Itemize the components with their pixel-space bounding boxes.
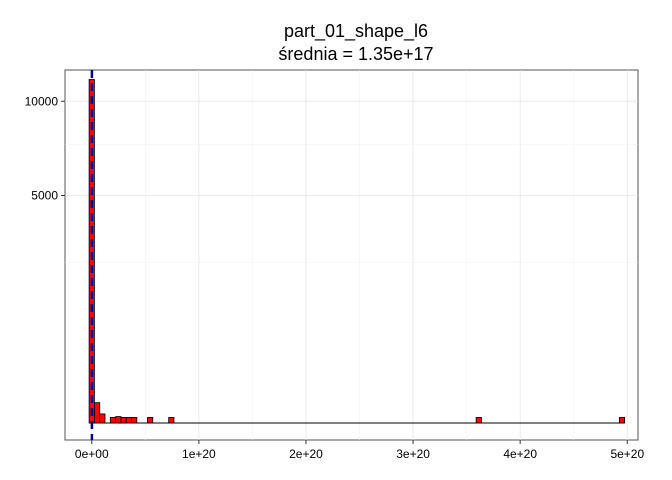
y-axis-ticks: 5000 10000: [25, 94, 65, 203]
grid-lines: [65, 70, 638, 440]
y-tick-label: 10000: [25, 94, 59, 108]
histogram-bar: [131, 417, 138, 424]
y-tick-label: 5000: [31, 189, 58, 203]
histogram-bar: [618, 417, 626, 424]
histogram-bar: [115, 416, 122, 424]
histogram-bar: [125, 417, 132, 424]
x-tick-label: 4e+20: [503, 447, 537, 461]
chart-title: part_01_shape_l6: [284, 21, 428, 42]
histogram-bar: [120, 417, 127, 424]
histogram-bar: [147, 417, 154, 424]
x-tick-label: 1e+20: [182, 447, 216, 461]
x-tick-label: 0e+00: [75, 447, 109, 461]
histogram-bar: [109, 417, 117, 424]
plot-panel: [64, 69, 639, 441]
chart-subtitle: średnia = 1.35e+17: [278, 44, 433, 64]
histogram-bar: [168, 417, 175, 424]
x-tick-label: 5e+20: [610, 447, 644, 461]
histogram-bar: [99, 413, 106, 424]
x-tick-label: 3e+20: [396, 447, 430, 461]
x-axis-ticks: 0e+00 1e+20 2e+20 3e+20 4e+20 5e+20: [75, 440, 644, 461]
histogram-bar: [94, 402, 101, 424]
histogram-bar: [475, 417, 482, 424]
x-tick-label: 2e+20: [289, 447, 323, 461]
